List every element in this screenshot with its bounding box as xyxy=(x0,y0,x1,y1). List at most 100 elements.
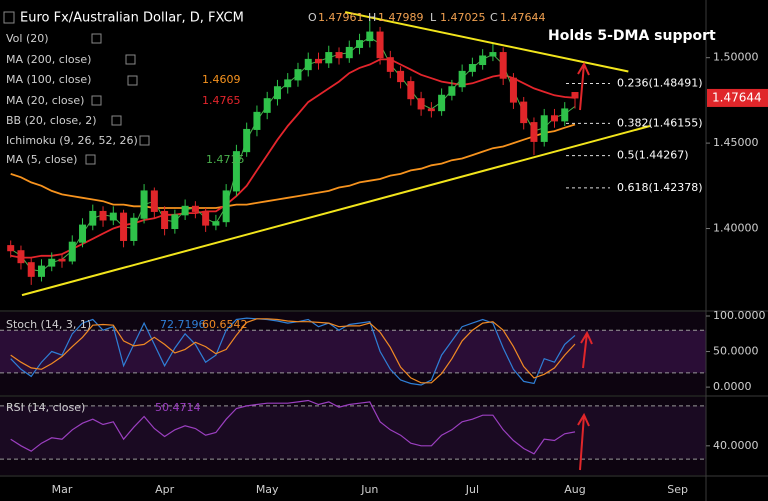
legend-label: MA (100, close) xyxy=(6,73,91,86)
fib-label: 0.382(1.46155) xyxy=(617,116,703,129)
ohlc-label: C xyxy=(490,11,498,24)
legend-icons xyxy=(85,33,150,165)
x-tick-label: Sep xyxy=(667,483,688,496)
candle-body xyxy=(202,210,210,226)
candle-body xyxy=(458,70,466,88)
ohlc-value: 1.47025 xyxy=(440,11,486,24)
candle-body xyxy=(335,52,343,59)
settings-icon[interactable] xyxy=(127,75,138,86)
legend-label: MA (5, close) xyxy=(6,153,77,166)
panel-title: Stoch (14, 3, 1) xyxy=(6,318,91,331)
y-tick-label: 1.50000 xyxy=(713,51,759,64)
candle-body xyxy=(509,77,517,103)
ohlc-label: H xyxy=(368,11,376,24)
level-band xyxy=(0,405,706,460)
candle-body xyxy=(99,210,107,221)
plot: 1.40000 1.45000 1.50000 0.0000 50.0000 100.00… xyxy=(0,11,768,496)
candle-body xyxy=(530,122,538,142)
indicator-label: BB (20, close, 2) xyxy=(6,114,97,127)
legend-value: 1.4765 xyxy=(202,94,241,107)
legend-value: 50.4714 xyxy=(155,401,201,414)
ohlc-value: 1.47989 xyxy=(378,11,424,24)
legend-value: 60.6542 xyxy=(202,318,248,331)
settings-icon[interactable] xyxy=(91,33,102,44)
candle-body xyxy=(315,58,322,64)
settings-icon[interactable] xyxy=(91,95,102,106)
y-tick-label: 40.0000 xyxy=(713,439,759,452)
candle-body xyxy=(427,108,435,112)
candle-body xyxy=(68,241,76,262)
last-price-label: 1.47644 xyxy=(712,90,762,104)
candle-body xyxy=(550,115,558,122)
candle-body xyxy=(397,70,405,83)
candle-body xyxy=(294,69,302,81)
candle-body xyxy=(181,205,189,216)
chart-title: Euro Fx/Australian Dollar, D, FXCM xyxy=(20,11,244,26)
arrow xyxy=(580,330,593,369)
candle-body xyxy=(284,79,292,88)
annotation: Holds 5-DMA support xyxy=(548,28,716,44)
panel-title: RSI (14, close) xyxy=(6,401,85,414)
ohlc-value: 1.47644 xyxy=(500,11,546,24)
candle-body xyxy=(376,31,384,59)
candle-body xyxy=(489,52,497,57)
legend-value: 1.4609 xyxy=(202,73,241,86)
candle-body xyxy=(366,31,374,42)
indicator-label: Vol (20) xyxy=(6,32,49,45)
candle-body xyxy=(407,81,415,100)
y-tick-label: 1.40000 xyxy=(713,222,759,235)
x-tick-label: May xyxy=(256,483,279,496)
candle-body xyxy=(386,57,394,72)
settings-icon[interactable] xyxy=(125,54,136,65)
level-band xyxy=(0,330,706,373)
candle-body xyxy=(232,151,240,192)
arrow xyxy=(577,61,590,111)
candle-body xyxy=(79,224,87,243)
candle-body xyxy=(243,128,251,153)
last-price-badge xyxy=(707,88,768,107)
candle-body xyxy=(520,101,528,124)
candle-body xyxy=(263,98,271,113)
settings-icon[interactable] xyxy=(139,135,150,146)
candle-body xyxy=(48,258,56,267)
candle-body xyxy=(479,55,487,66)
candle-body xyxy=(571,92,579,99)
candle-body xyxy=(150,190,158,212)
candle-body xyxy=(27,262,35,277)
candle-body xyxy=(222,190,230,223)
x-tick-label: Mar xyxy=(52,483,73,496)
collapse-icon[interactable] xyxy=(3,11,15,24)
fib-label: 0.236(1.48491) xyxy=(617,76,703,89)
series-line xyxy=(10,399,576,455)
candle-body xyxy=(109,212,117,221)
x-tick-label: Apr xyxy=(155,483,175,496)
series-line xyxy=(10,317,576,386)
ohlc-label: O xyxy=(308,11,317,24)
candle-body xyxy=(161,210,169,230)
x-tick-label: Jun xyxy=(360,483,378,496)
arrow xyxy=(577,412,590,471)
indicator-label: Ichimoku (9, 26, 52, 26) xyxy=(6,134,138,147)
candle-body xyxy=(540,115,548,142)
x-tick-label: Jul xyxy=(465,483,479,496)
candle-body xyxy=(561,108,569,122)
candle-body xyxy=(58,258,66,262)
x-tick-label: Aug xyxy=(564,483,585,496)
candle-body xyxy=(37,265,45,277)
settings-icon[interactable] xyxy=(111,115,122,126)
series-line xyxy=(10,123,576,209)
y-tick-label: 100.0000 xyxy=(713,309,766,322)
trendline xyxy=(21,125,651,297)
series-line xyxy=(10,318,576,384)
candle-body xyxy=(304,58,312,71)
series-line xyxy=(10,58,576,259)
candle-body xyxy=(325,52,333,64)
fib-label: 0.618(1.42378) xyxy=(617,181,703,194)
candle-body xyxy=(140,190,148,219)
candle-body xyxy=(7,245,15,252)
candle-body xyxy=(130,217,138,241)
trendline xyxy=(344,11,629,73)
candle-body xyxy=(191,205,199,212)
settings-icon[interactable] xyxy=(85,154,96,165)
